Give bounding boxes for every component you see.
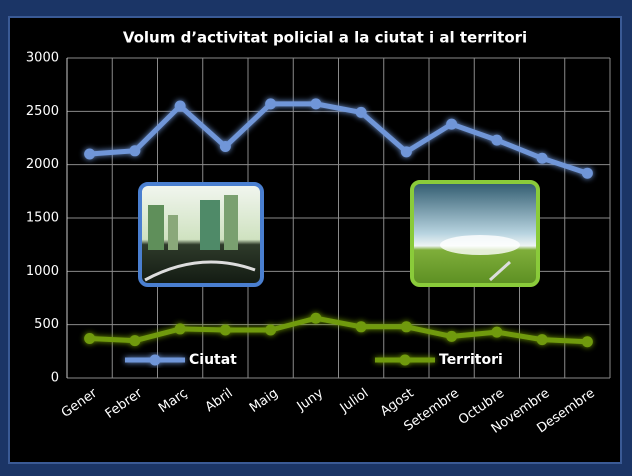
marker [446, 331, 457, 342]
legend-marker [150, 355, 161, 366]
marker [401, 146, 412, 157]
marker [175, 101, 186, 112]
marker [356, 107, 367, 118]
marker [537, 334, 548, 345]
marker [537, 153, 548, 164]
marker [175, 323, 186, 334]
marker [582, 336, 593, 347]
y-tick-label: 500 [34, 317, 59, 332]
legend-label: Territori [439, 352, 503, 368]
y-tick-label: 2500 [26, 104, 59, 119]
marker [491, 327, 502, 338]
marker [310, 98, 321, 109]
legend-label: Ciutat [189, 352, 237, 368]
marker [582, 168, 593, 179]
y-tick-label: 3000 [26, 51, 59, 66]
marker [220, 325, 231, 336]
legend-marker [400, 355, 411, 366]
marker [129, 335, 140, 346]
y-tick-label: 1000 [26, 264, 59, 279]
marker [84, 149, 95, 160]
marker [84, 333, 95, 344]
chart: Volum d’activitat policial a la ciutat i… [0, 0, 632, 476]
chart-title: Volum d’activitat policial a la ciutat i… [123, 29, 527, 47]
marker [129, 145, 140, 156]
marker [491, 135, 502, 146]
marker [356, 321, 367, 332]
marker [401, 321, 412, 332]
y-tick-label: 2000 [26, 157, 59, 172]
y-tick-label: 1500 [26, 211, 59, 226]
marker [265, 325, 276, 336]
marker [446, 119, 457, 130]
marker [310, 313, 321, 324]
marker [265, 98, 276, 109]
city-picture [140, 184, 262, 285]
y-tick-label: 0 [51, 371, 59, 386]
marker [220, 141, 231, 152]
landscape-picture [412, 182, 538, 285]
